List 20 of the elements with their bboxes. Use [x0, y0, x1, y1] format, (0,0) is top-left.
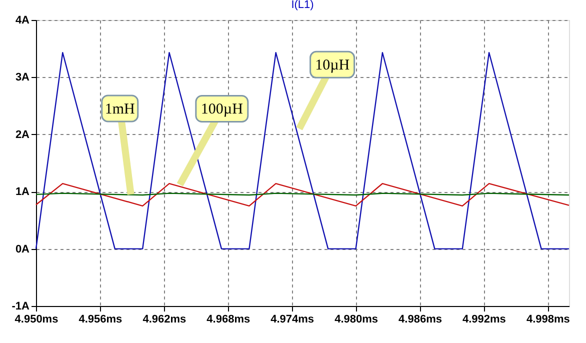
x-tick-label: 4.974ms — [270, 314, 314, 326]
line-series — [35, 182, 570, 206]
y-tick-label: 1A — [15, 186, 30, 198]
x-tick-label: 4.962ms — [142, 314, 186, 326]
chart-title: I(L1) — [291, 0, 314, 11]
y-tick-label: 2A — [15, 128, 30, 141]
x-tick-label: 4.992ms — [462, 314, 506, 326]
y-tick-label: 3A — [15, 72, 30, 84]
y-tick-label: -1A — [12, 300, 30, 312]
x-tick-label: 4.980ms — [334, 314, 378, 326]
x-tick-label: 4.968ms — [206, 314, 250, 326]
y-tick-label: 4A — [15, 14, 30, 26]
x-tick-label: 4.998ms — [526, 314, 570, 326]
x-tick-label: 4.986ms — [398, 314, 442, 326]
annotation: 10µH — [315, 58, 350, 74]
x-tick-label: 4.950ms — [14, 314, 58, 326]
annotation: 100µH — [200, 102, 244, 118]
annotation: 1mH — [104, 101, 136, 118]
x-tick-label: 4.956ms — [78, 314, 122, 326]
y-tick-label: 0A — [15, 243, 30, 256]
